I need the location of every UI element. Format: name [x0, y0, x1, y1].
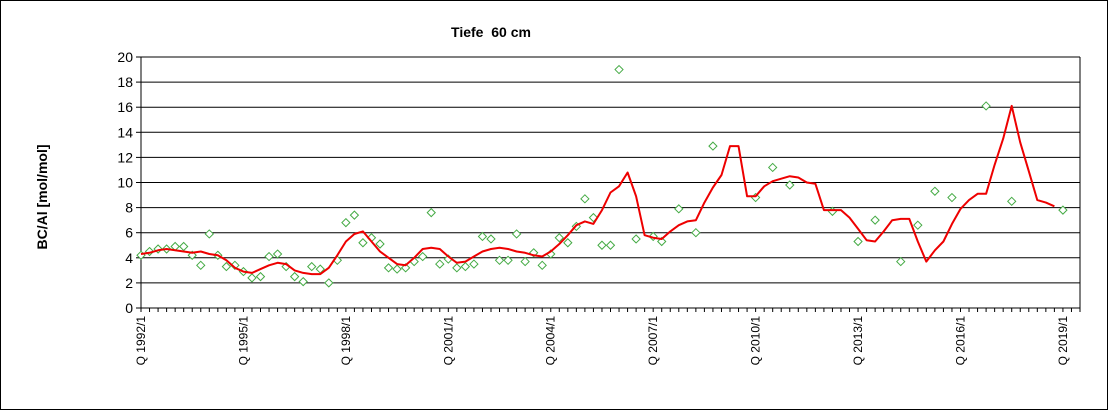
y-tick-label: 2	[125, 275, 133, 291]
data-point	[383, 263, 394, 273]
data-point	[631, 234, 641, 244]
data-point	[785, 180, 795, 190]
data-point	[486, 234, 496, 244]
x-tick-label: Q 2013/1	[851, 316, 865, 366]
data-point	[255, 271, 266, 282]
data-point	[503, 255, 513, 266]
data-point	[554, 233, 564, 243]
data-point	[426, 207, 436, 218]
data-point	[494, 255, 505, 266]
data-point	[605, 240, 616, 250]
data-point	[204, 229, 214, 239]
y-tick-label: 18	[117, 74, 133, 90]
x-tick-label: Q 2010/1	[749, 316, 763, 366]
x-tick-label: Q 2004/1	[544, 316, 558, 366]
data-point	[648, 231, 658, 242]
data-point	[870, 215, 880, 225]
y-tick-label: 10	[117, 175, 133, 191]
data-point	[767, 162, 778, 173]
x-tick-label: Q 2007/1	[646, 316, 660, 366]
data-point	[827, 206, 838, 217]
data-point	[853, 236, 863, 247]
y-tick-label: 8	[125, 200, 133, 216]
data-point	[708, 141, 718, 151]
data-point	[349, 210, 360, 220]
data-point	[981, 101, 991, 111]
data-point	[674, 204, 684, 214]
data-point	[537, 260, 547, 271]
data-point	[358, 238, 368, 248]
data-point	[341, 217, 351, 228]
x-tick-label: Q 1995/1	[236, 316, 250, 366]
data-point	[1007, 196, 1017, 207]
data-point	[930, 186, 940, 196]
y-tick-label: 16	[117, 99, 133, 115]
data-point	[400, 263, 411, 273]
data-point	[417, 251, 428, 262]
data-point	[657, 236, 667, 247]
x-tick-label: Q 2016/1	[953, 316, 967, 366]
x-tick-label: Q 2001/1	[441, 316, 455, 366]
data-point	[511, 229, 522, 239]
data-point	[597, 240, 607, 250]
data-point	[563, 238, 573, 248]
y-tick-label: 0	[125, 300, 133, 316]
axes	[136, 56, 1081, 312]
data-point	[144, 246, 155, 257]
data-point	[614, 64, 624, 75]
data-point	[469, 259, 479, 269]
x-tick-label: Q 2019/1	[1056, 316, 1070, 366]
data-point	[1058, 205, 1068, 215]
data-point	[221, 261, 232, 272]
series	[136, 64, 1068, 288]
data-point	[298, 276, 308, 287]
y-tick-label: 6	[125, 225, 133, 241]
data-point	[435, 259, 445, 269]
data-point	[264, 251, 274, 262]
data-point	[324, 278, 334, 288]
data-point	[520, 256, 530, 267]
data-point	[460, 261, 471, 272]
tick-labels: 0 2 4 6 8 10 12 14 16 18 20 Q 1992/1 Q 1995/1 Q 1998/…	[117, 49, 1070, 365]
data-point	[691, 227, 701, 238]
data-point	[896, 256, 906, 267]
data-point	[196, 260, 206, 271]
data-point	[272, 249, 283, 259]
x-tick-label: Q 1998/1	[339, 316, 353, 366]
chart-title: Tiefe 60 cm	[451, 24, 531, 40]
y-tick-label: 4	[125, 250, 133, 266]
data-point	[178, 241, 189, 252]
data-point	[375, 239, 385, 249]
data-point	[247, 273, 257, 283]
y-tick-label: 20	[117, 49, 133, 65]
data-point	[392, 264, 402, 274]
y-axis-label: BC/Al [mol/mol]	[34, 145, 50, 250]
y-tick-label: 12	[117, 149, 133, 165]
data-point	[947, 192, 957, 203]
data-point	[580, 194, 590, 204]
y-tick-label: 14	[117, 124, 133, 140]
x-tick-label: Q 1992/1	[134, 316, 148, 366]
data-point	[289, 271, 300, 282]
grid	[141, 56, 1080, 284]
data-point	[307, 261, 317, 272]
data-point	[913, 220, 923, 230]
data-point	[477, 231, 488, 242]
data-point	[452, 263, 462, 273]
series-line	[140, 104, 1055, 276]
